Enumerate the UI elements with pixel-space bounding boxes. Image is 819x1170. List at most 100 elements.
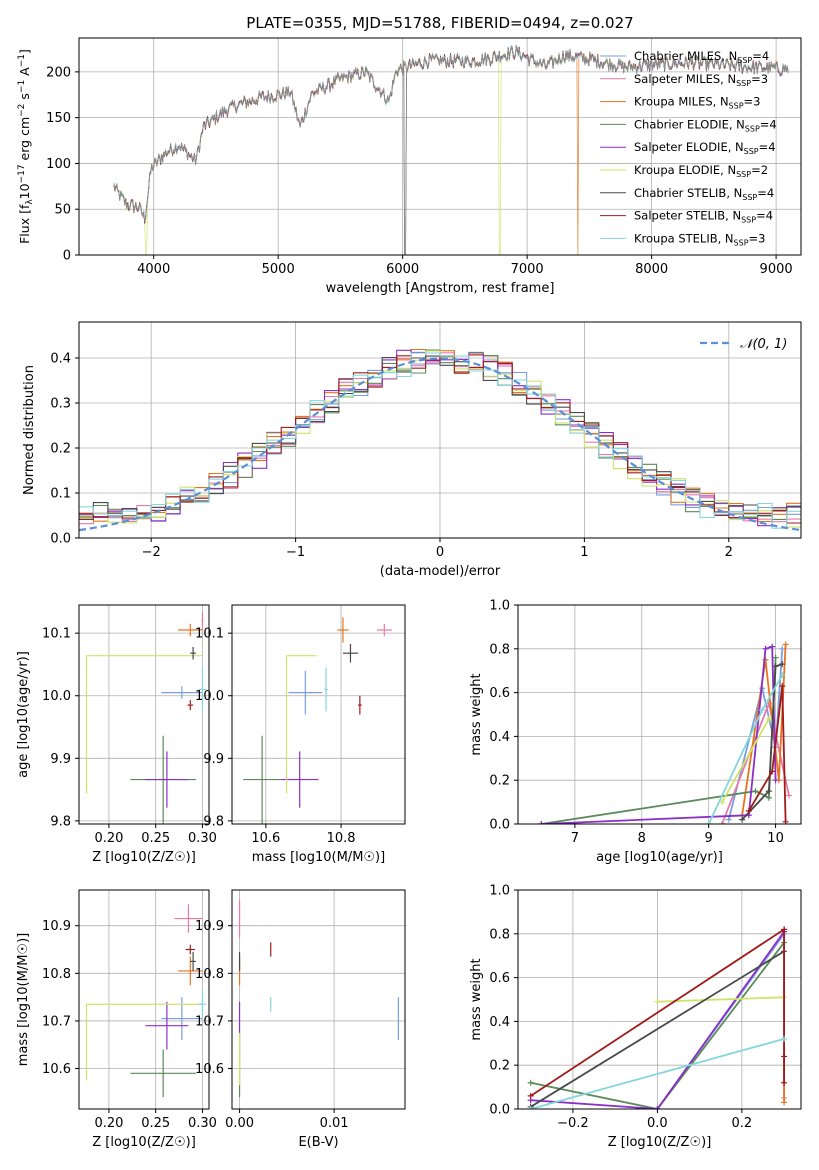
y-axis-label: Normed distribution	[22, 365, 37, 495]
legend-label: Salpeter MILES, NSSP=3	[634, 72, 768, 88]
figure-title: PLATE=0355, MJD=51788, FIBERID=0494, z=0…	[246, 14, 633, 32]
y-tick-label: 0	[63, 249, 71, 264]
residual-histogram	[79, 355, 801, 524]
y-tick-label: 10.8	[42, 967, 71, 982]
y-axis-label: age [log10(age/yr)]	[16, 651, 31, 778]
legend-label: Chabrier ELODIE, NSSP=4	[634, 117, 777, 133]
axes-frame	[231, 889, 406, 1110]
weight-marker	[762, 645, 769, 652]
weight-marker	[769, 768, 776, 775]
weight-marker	[781, 1079, 788, 1086]
y-tick-label: 9.8	[50, 814, 71, 829]
y-tick-label: 0.2	[50, 442, 71, 457]
plot-area	[238, 899, 399, 1098]
weight-marker	[719, 799, 726, 806]
weight-marker	[765, 715, 772, 722]
weight-marker	[739, 816, 746, 823]
axes-frame	[517, 889, 802, 1110]
x-tick-label: 0.0	[647, 1116, 668, 1131]
axes-frame	[231, 604, 406, 825]
y-tick-label: 0.6	[489, 686, 510, 701]
y-tick-label: 10.7	[195, 1014, 224, 1029]
y-tick-label: 10.7	[42, 1014, 71, 1029]
x-tick-label: 10.6	[251, 831, 280, 846]
y-tick-label: 9.8	[203, 814, 224, 829]
y-tick-label: 10.9	[42, 919, 71, 934]
y-tick-label: 1.0	[489, 599, 510, 614]
weight-marker	[779, 672, 786, 679]
axes-frame	[78, 889, 210, 1110]
x-tick-label: 1	[580, 545, 588, 560]
x-tick-label: 0.00	[225, 1116, 254, 1131]
weight-line	[530, 927, 785, 1097]
weight-line	[530, 931, 785, 1109]
x-tick-label: 5000	[262, 262, 295, 277]
y-tick-label: 10.0	[42, 689, 71, 704]
y-tick-label: 0.3	[50, 397, 71, 412]
x-tick-label: 6000	[386, 262, 419, 277]
y-tick-label: 0.6	[489, 971, 510, 986]
x-tick-label: 7	[571, 831, 579, 846]
weight-marker	[527, 1079, 534, 1086]
plot-area	[85, 611, 207, 824]
x-tick-label: 9000	[760, 262, 793, 277]
weight-marker	[785, 792, 792, 799]
y-tick-label: 0.2	[489, 774, 510, 789]
y-tick-label: 0.8	[489, 927, 510, 942]
y-tick-label: 10.9	[195, 919, 224, 934]
weight-marker	[759, 707, 766, 714]
weight-line	[721, 718, 770, 803]
panel-age-vs-Z: 0.20 0.25 0.30 9.8 9.9 10.0 10.1 Z [log10(Z/Z☉)…	[16, 604, 217, 865]
y-tick-label: 150	[46, 111, 71, 126]
gaussian-curve	[79, 357, 801, 532]
weight-marker	[779, 683, 786, 690]
y-axis-label: mass weight	[469, 958, 484, 1040]
legend-label: Kroupa STELIB, NSSP=3	[634, 231, 765, 247]
x-tick-label: 0.25	[141, 1116, 170, 1131]
legend-label: Chabrier STELIB, NSSP=4	[634, 186, 774, 202]
axes-frame	[78, 604, 210, 825]
x-tick-label: 8000	[635, 262, 668, 277]
y-tick-label: 0.4	[50, 352, 71, 367]
weight-marker	[654, 998, 661, 1005]
y-tick-label: 9.9	[50, 752, 71, 767]
weight-marker	[538, 821, 545, 824]
weight-marker	[779, 645, 786, 652]
axes-frame	[517, 604, 802, 825]
weight-line	[541, 645, 777, 824]
x-tick-label: 0	[436, 545, 444, 560]
axes-frame	[78, 37, 802, 256]
x-axis-label: mass [log10(M/M☉)]	[252, 850, 385, 865]
panel-spectrum: 4000 5000 6000 7000 8000 9000 0 50 100 150 200 wave…	[17, 37, 802, 296]
panel-age-vs-mass: 10.6 10.8 9.8 9.9 10.0 10.1 mass [log10(M/M☉)]	[195, 604, 406, 865]
y-axis-label: mass [log10(M/M☉)]	[16, 933, 31, 1066]
x-axis-label: age [log10(age/yr)]	[596, 850, 723, 865]
y-tick-label: 10.1	[195, 627, 224, 642]
weight-marker	[745, 807, 752, 814]
x-tick-label: 0.20	[94, 831, 123, 846]
weight-marker	[527, 1106, 534, 1109]
weight-line	[541, 657, 777, 824]
legend-label: Salpeter STELIB, NSSP=4	[634, 209, 773, 225]
plot-area	[243, 617, 392, 824]
x-tick-label: −1	[286, 545, 305, 560]
y-tick-label: 0.0	[489, 818, 510, 833]
y-tick-label: 0.0	[489, 1103, 510, 1118]
weight-marker	[781, 1035, 788, 1042]
x-tick-label: 9	[705, 831, 713, 846]
plot-area	[113, 44, 789, 255]
y-tick-label: 200	[46, 65, 71, 80]
weight-marker	[527, 1092, 534, 1099]
weight-line	[657, 996, 785, 1003]
x-tick-label: 0.30	[188, 831, 217, 846]
x-tick-label: 0.25	[141, 831, 170, 846]
y-tick-label: 10.0	[195, 689, 224, 704]
y-tick-label: 50	[54, 203, 71, 218]
x-tick-label: 4000	[137, 262, 170, 277]
y-tick-label: 0.2	[489, 1059, 510, 1074]
plot-area	[79, 348, 801, 532]
weight-marker	[781, 926, 788, 933]
weight-marker	[772, 777, 779, 784]
y-tick-label: 0.4	[489, 1015, 510, 1030]
x-axis-label: Z [log10(Z/Z☉)]	[92, 850, 196, 865]
